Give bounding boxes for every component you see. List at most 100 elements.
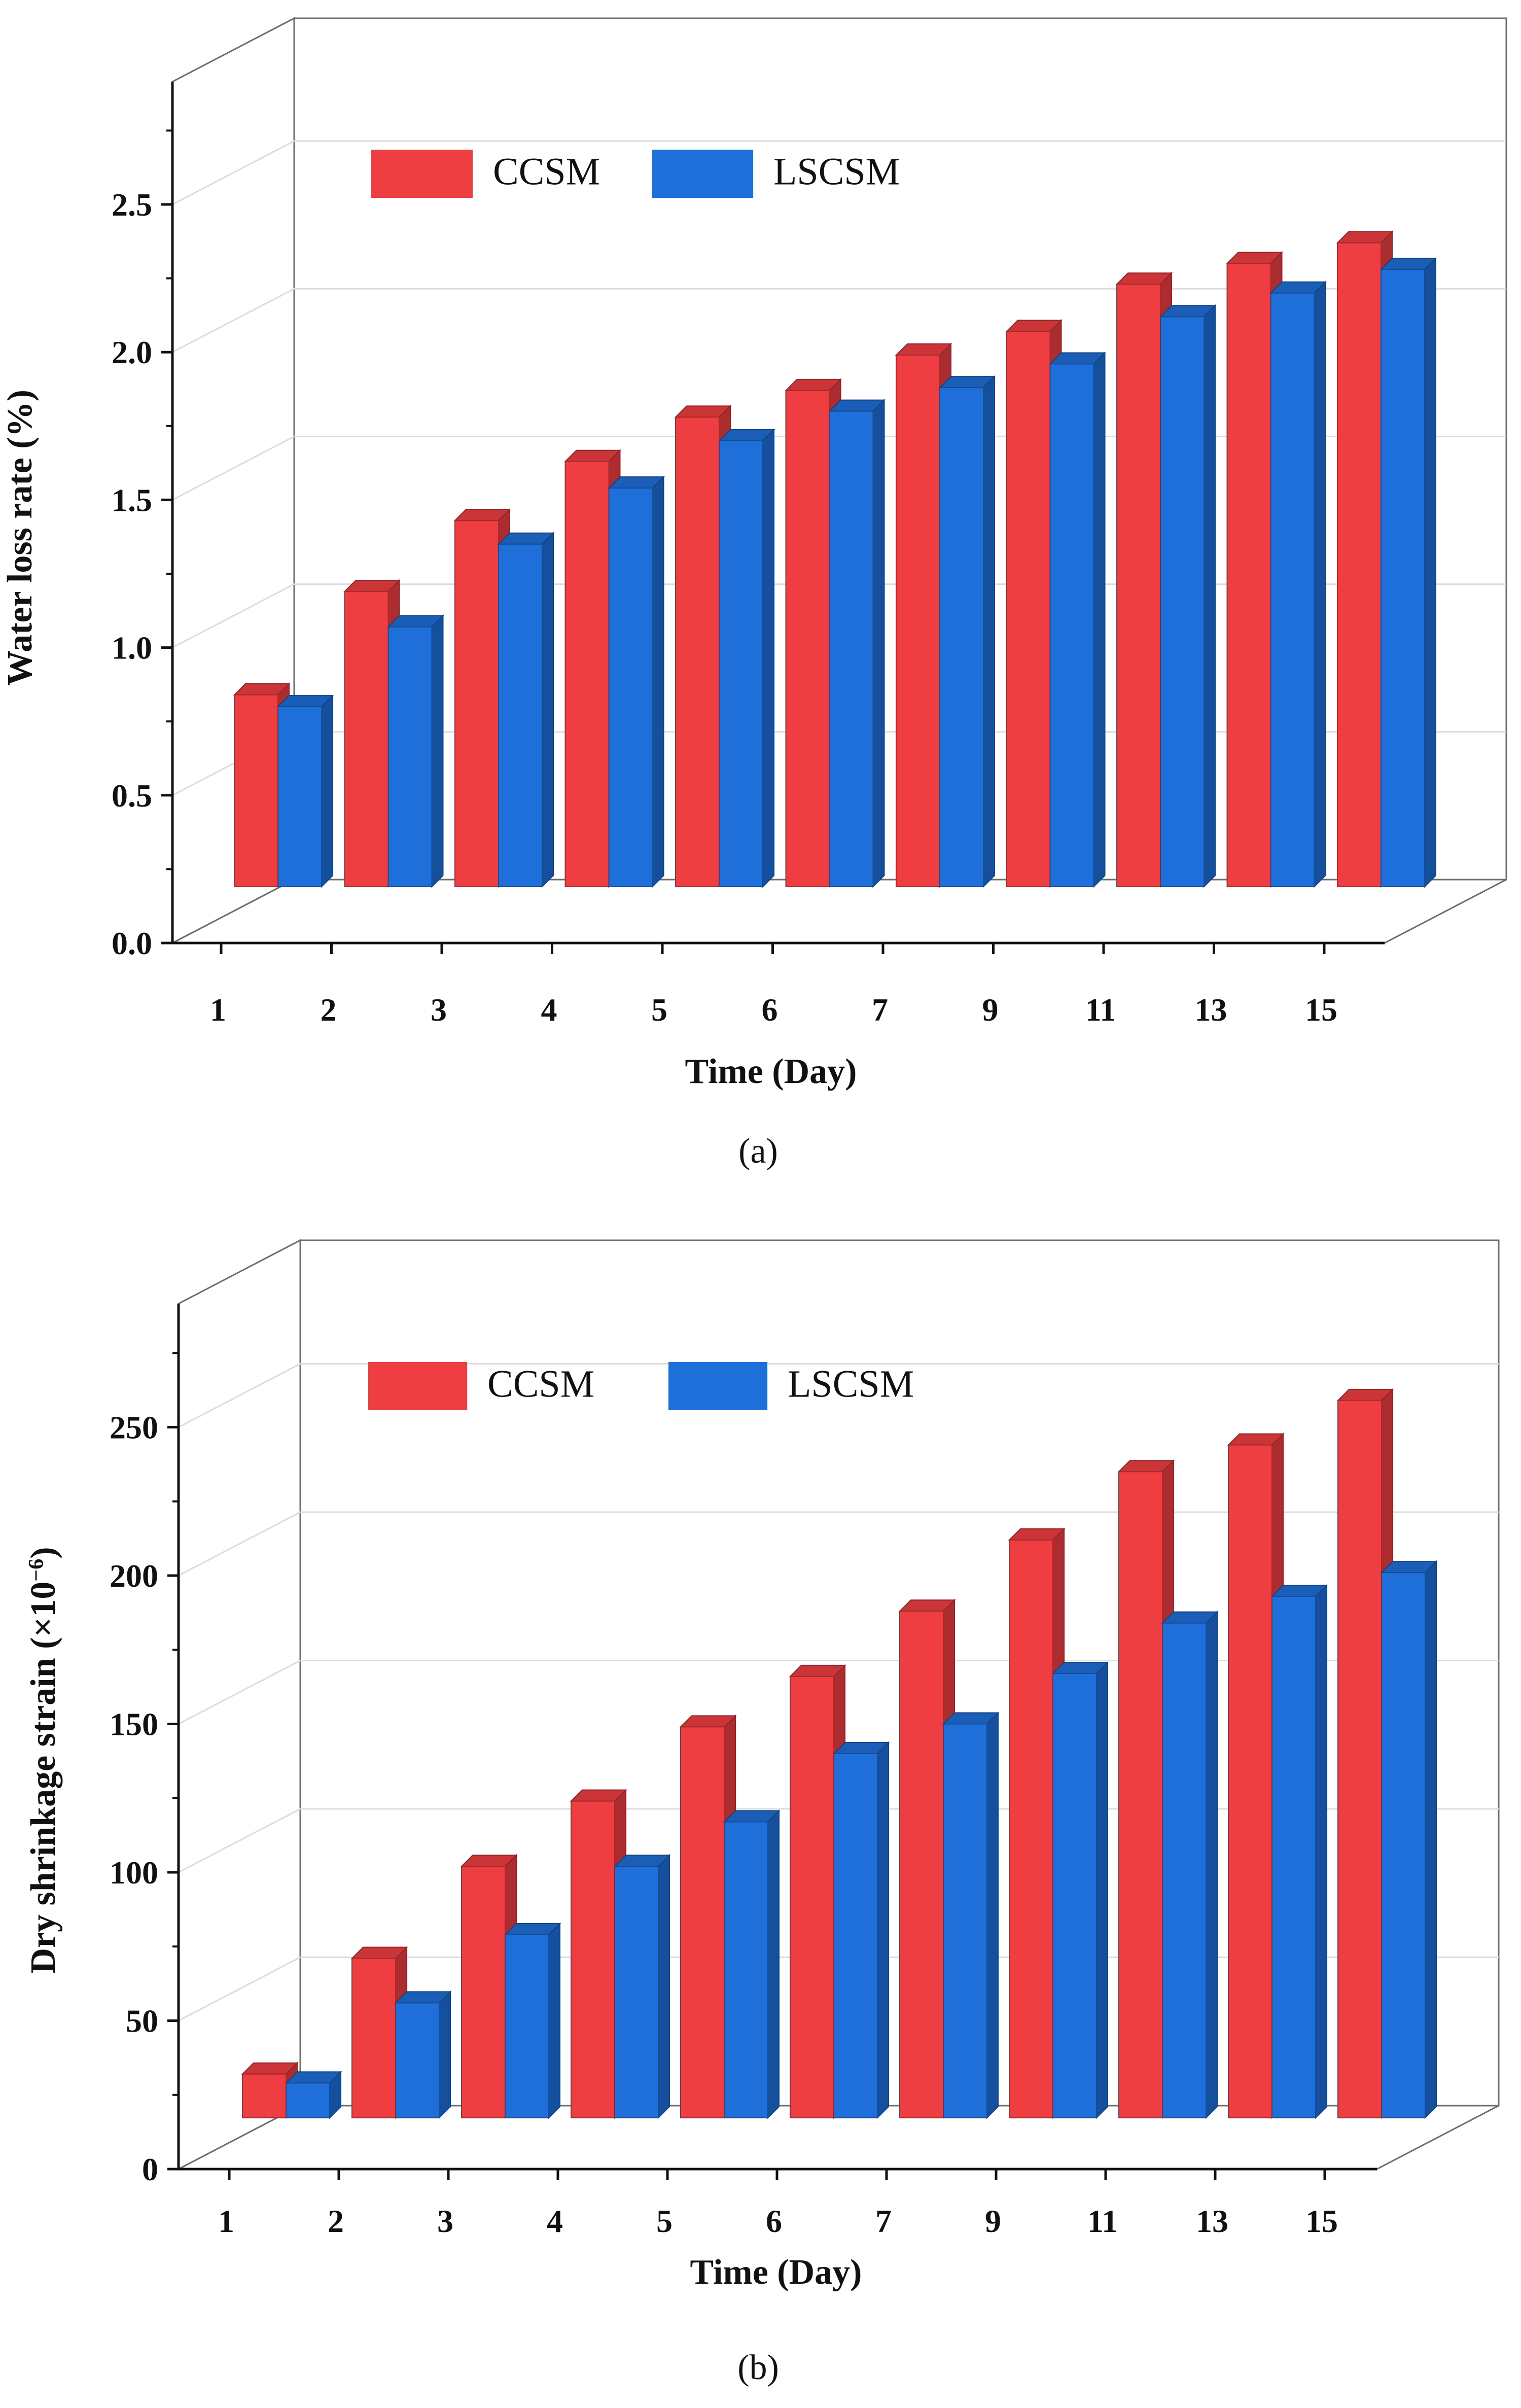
bar-lscsm-day-15-front	[1381, 269, 1425, 887]
y-tick-label: 2.0	[112, 334, 152, 370]
bar-lscsm-day-13-front	[1271, 1595, 1316, 2118]
bar-lscsm-day-1	[285, 2070, 342, 2119]
bar-lscsm-day-5-front	[719, 440, 763, 887]
y-axis-label-text: Water loss rate (%)	[1, 390, 40, 686]
bar-lscsm-day-15-side	[1424, 257, 1436, 888]
bar-ccsm-day-2-front	[344, 590, 389, 887]
bar-lscsm-day-6-front	[833, 1753, 878, 2118]
bar-lscsm-day-1	[276, 694, 334, 888]
bar-ccsm-day-5-front	[680, 1726, 725, 2119]
bar-lscsm-day-6-front	[829, 410, 874, 887]
y-axis-label: Dry shrinkage strain (×10−6)	[24, 1547, 63, 1973]
bar-lscsm-day-7-front	[939, 387, 984, 887]
bar-ccsm-day-2-front	[351, 1958, 396, 2118]
legend-label-lscsm: LSCSM	[788, 1363, 914, 1405]
bar-lscsm-day-11-front	[1162, 1622, 1207, 2119]
bar-lscsm-day-11-side	[1206, 1611, 1218, 2119]
bar-lscsm-day-11-front	[1160, 316, 1205, 887]
bar-lscsm-day-9	[1049, 352, 1106, 888]
legend-label-ccsm: CCSM	[487, 1363, 594, 1405]
x-tick-label: 4	[547, 2203, 563, 2239]
x-tick-label: 7	[872, 992, 888, 1028]
bar-ccsm-day-13-front	[1228, 1444, 1272, 2119]
bar-lscsm-day-15	[1379, 257, 1437, 888]
x-tick-label: 5	[651, 992, 667, 1028]
bar-lscsm-day-7	[942, 1712, 1000, 2119]
bar-lscsm-day-3-side	[548, 1922, 560, 2119]
bar-ccsm-day-11-front	[1116, 284, 1161, 887]
grid-line-left	[178, 1511, 301, 1577]
bar-ccsm-day-6-front	[790, 1676, 834, 2118]
x-tick-label: 1	[210, 992, 226, 1028]
bar-lscsm-day-13-side	[1315, 1584, 1327, 2119]
y-axis-label: Water loss rate (%)	[1, 390, 40, 686]
legend-swatch-ccsm	[371, 150, 473, 198]
bar-lscsm-day-6	[828, 399, 886, 888]
bar-lscsm-day-4	[613, 1854, 671, 2119]
grid-line-left	[172, 288, 295, 353]
bar-ccsm-day-11-front	[1118, 1471, 1163, 2118]
bar-lscsm-day-1-front	[277, 706, 322, 887]
y-tick-label: 1.5	[112, 482, 152, 518]
bar-lscsm-day-13	[1269, 281, 1327, 888]
bar-lscsm-day-15	[1380, 1560, 1438, 2119]
bar-lscsm-day-9-front	[1052, 1673, 1097, 2119]
bar-lscsm-day-11	[1159, 304, 1217, 888]
bar-lscsm-day-7-front	[943, 1723, 987, 2118]
bar-ccsm-day-13-front	[1226, 263, 1271, 887]
legend-swatch-lscsm	[668, 1362, 767, 1410]
x-tick-label: 4	[541, 992, 557, 1028]
x-tick-label: 3	[431, 992, 447, 1028]
bar-lscsm-day-3-side	[542, 532, 554, 888]
bar-lscsm-day-6	[832, 1741, 890, 2119]
bar-ccsm-day-1-front	[234, 694, 278, 888]
grid-line-left	[172, 140, 295, 205]
y-tick-label: 200	[110, 1558, 158, 1594]
y-axis-label-end: )	[24, 1547, 63, 1558]
bar-ccsm-day-9-front	[1009, 1539, 1053, 2118]
x-tick-label: 15	[1305, 992, 1337, 1028]
bar-lscsm-day-2-side	[439, 1990, 451, 2119]
bar-lscsm-day-13-front	[1270, 292, 1315, 887]
bar-lscsm-day-4-side	[652, 475, 664, 888]
bar-lscsm-day-5-side	[762, 428, 774, 888]
legend-swatch-ccsm	[368, 1362, 467, 1410]
x-tick-label: 3	[437, 2203, 453, 2239]
x-tick-label: 9	[982, 992, 999, 1028]
bar-lscsm-day-5	[723, 1809, 781, 2119]
x-tick-label: 13	[1196, 2203, 1228, 2239]
bar-lscsm-day-9-side	[1096, 1661, 1108, 2119]
grid-line-left	[172, 436, 295, 501]
bar-lscsm-day-7-side	[986, 1712, 999, 2119]
bar-ccsm-day-5	[679, 1714, 737, 2119]
bar-lscsm-day-2-front	[387, 626, 433, 888]
x-tick-label: 11	[1087, 2203, 1118, 2239]
x-tick-label: 11	[1085, 992, 1116, 1028]
legend-label-lscsm: LSCSM	[773, 150, 900, 193]
bar-lscsm-day-9	[1051, 1661, 1109, 2119]
bar-ccsm-day-6-front	[785, 390, 830, 887]
panel-b-dry-shrinkage-chart: 0 50 100 150 200 250 1 2 3 4 5 6 7 9 11 13 15 CCSM LSCSM Ti…	[24, 1239, 1500, 2387]
bar-lscsm-day-11	[1161, 1611, 1219, 2119]
bar-lscsm-day-13-side	[1314, 281, 1326, 888]
bar-ccsm-day-5-front	[675, 416, 720, 887]
bar-lscsm-day-7	[938, 375, 996, 888]
bar-lscsm-day-6-side	[877, 1741, 889, 2119]
bar-lscsm-day-3	[504, 1922, 561, 2119]
bar-lscsm-day-3-front	[498, 543, 543, 887]
x-tick-label: 2	[321, 992, 337, 1028]
legend: CCSM LSCSM	[368, 1362, 914, 1410]
x-tick-label: 1	[218, 2203, 234, 2239]
bar-lscsm-day-4-front	[608, 487, 653, 887]
x-tick-label: 6	[766, 2203, 782, 2239]
bar-lscsm-day-1-side	[321, 694, 333, 888]
bar-lscsm-day-9-side	[1093, 352, 1106, 888]
grid-line-left	[178, 1808, 301, 1873]
y-axis-label-superscript: −6	[25, 1559, 48, 1582]
bar-lscsm-day-3-front	[505, 1934, 549, 2119]
x-tick-label: 15	[1305, 2203, 1338, 2239]
x-axis-label: Time (Day)	[690, 2253, 862, 2292]
y-tick-label: 100	[110, 1855, 158, 1891]
bar-ccsm-day-15-front	[1337, 242, 1382, 887]
bar-lscsm-day-2-side	[431, 614, 444, 888]
